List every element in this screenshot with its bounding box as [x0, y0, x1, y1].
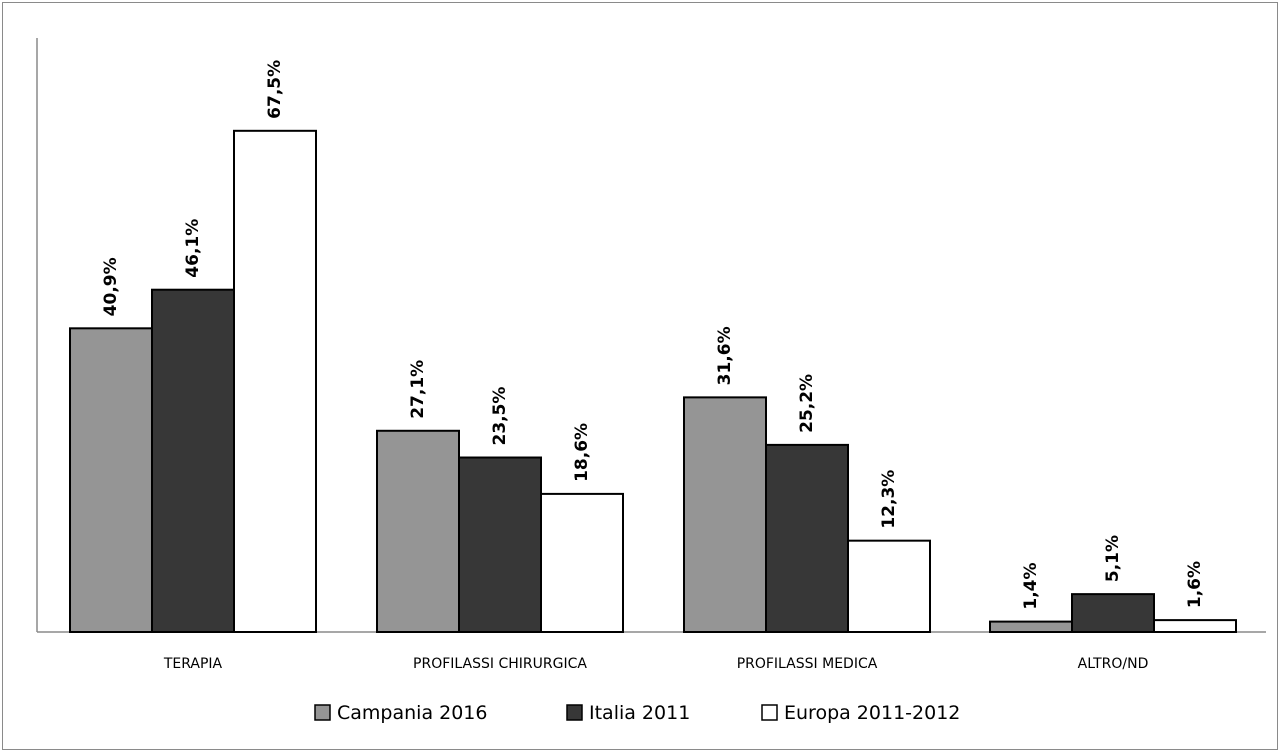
- legend: Campania 2016 Italia 2011 Europa 2011-2012: [314, 702, 960, 724]
- value-label-3-1: 31,6%: [715, 326, 735, 385]
- value-label-2-2: 23,5%: [490, 387, 510, 446]
- category-label-1: TERAPIA: [163, 656, 223, 672]
- bar-4-2: [1071, 593, 1155, 634]
- bar-2-3: [540, 492, 624, 633]
- value-label-2-1: 27,1%: [408, 360, 428, 419]
- bar-4-1: [989, 620, 1073, 633]
- category-labels-layer: TERAPIA PROFILASSI CHIRURGICA PROFILASSI M…: [163, 656, 1149, 672]
- value-label-1-2: 46,1%: [183, 219, 203, 278]
- legend-label-2: Italia 2011: [589, 702, 690, 724]
- legend-swatch-2: [566, 704, 583, 721]
- value-label-4-3: 1,6%: [1185, 561, 1205, 608]
- bars-layer: [69, 129, 1237, 634]
- legend-swatch-3: [761, 704, 778, 721]
- bar-1-2: [151, 288, 235, 633]
- value-label-2-3: 18,6%: [572, 423, 592, 482]
- bar-3-3: [847, 539, 931, 633]
- category-label-4: ALTRO/ND: [1078, 656, 1149, 672]
- category-label-3: PROFILASSI MEDICA: [737, 656, 878, 672]
- legend-swatch-1: [314, 704, 331, 721]
- category-label-2: PROFILASSI CHIRURGICA: [413, 656, 587, 672]
- bar-1-3: [233, 129, 317, 633]
- value-label-3-3: 12,3%: [879, 470, 899, 529]
- legend-label-1: Campania 2016: [337, 702, 487, 724]
- value-label-1-3: 67,5%: [265, 60, 285, 119]
- bar-3-2: [765, 443, 849, 634]
- value-label-4-1: 1,4%: [1021, 562, 1041, 609]
- value-label-4-2: 5,1%: [1103, 535, 1123, 582]
- legend-label-3: Europa 2011-2012: [784, 702, 960, 724]
- bar-1-1: [69, 327, 153, 633]
- value-label-3-2: 25,2%: [797, 374, 817, 433]
- bar-2-1: [376, 429, 460, 633]
- value-labels-layer: 40,9% 46,1% 67,5% 27,1% 23,5% 18,6% 31,6% 25,2%…: [101, 60, 1205, 610]
- value-label-1-1: 40,9%: [101, 257, 121, 316]
- bar-2-2: [458, 456, 542, 634]
- bar-3-1: [683, 396, 767, 633]
- bar-4-3: [1153, 619, 1237, 633]
